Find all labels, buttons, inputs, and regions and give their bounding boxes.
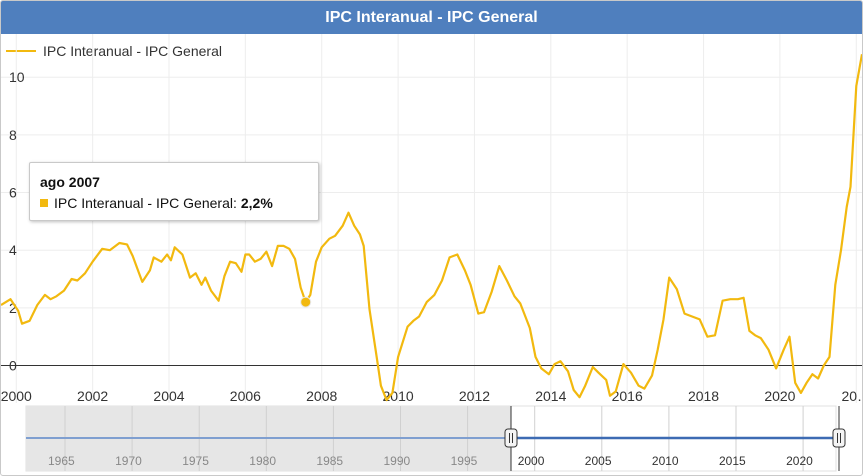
y-tick-label: 2 (9, 300, 17, 316)
x-axis-labels: 2000 2002 2004 2006 2008 2010 2012 2014 2016 2018… (1, 388, 862, 404)
navigator-tick-label: 1970 (115, 454, 142, 468)
legend-label: IPC Interanual - IPC General (43, 43, 222, 59)
x-tick-label: 2014 (535, 388, 566, 404)
y-tick-label: 10 (9, 69, 25, 85)
y-tick-label: 4 (9, 242, 17, 258)
x-tick-label: 2020 (764, 388, 795, 404)
x-tick-label: 2004 (153, 388, 184, 404)
navigator-right-handle[interactable] (832, 428, 846, 448)
navigator-tick-label: 1980 (249, 454, 276, 468)
x-tick-label: 2000 (1, 388, 32, 404)
legend-line-swatch (6, 50, 36, 52)
x-tick-label: 2002 (77, 388, 108, 404)
y-tick-label: 6 (9, 185, 17, 201)
x-tick-label: 2012 (459, 388, 490, 404)
x-tick-label: 2006 (230, 388, 261, 404)
navigator-tick-label: 2015 (719, 454, 746, 468)
x-tick-label: 2016 (612, 388, 643, 404)
chart-title: IPC Interanual - IPC General (1, 1, 862, 34)
series-line-ipc-general[interactable] (1, 54, 862, 402)
navigator-tick-label: 1995 (451, 454, 478, 468)
x-tick-label: 2008 (306, 388, 337, 404)
navigator-left-handle[interactable] (504, 428, 518, 448)
navigator-tick-label: 2020 (786, 454, 813, 468)
navigator-tick-label: 1985 (316, 454, 343, 468)
y-tick-label: 8 (9, 127, 17, 143)
navigator-tick-label: 1975 (182, 454, 209, 468)
navigator-tick-label: 2000 (518, 454, 545, 468)
tooltip-row: IPC Interanual - IPC General: 2,2% (40, 195, 273, 211)
navigator-tick-label: 1965 (48, 454, 75, 468)
navigator-labels: 1965 1970 1975 1980 1985 1990 1995 2000 2005 2010… (48, 454, 813, 468)
x-tick-label: 20… (841, 388, 862, 404)
navigator-tick-label: 2010 (652, 454, 679, 468)
navigator-tick-label: 1990 (384, 454, 411, 468)
tooltip-series-marker (40, 199, 48, 207)
tooltip-series-label: IPC Interanual - IPC General: (54, 195, 237, 211)
tooltip: ago 2007 IPC Interanual - IPC General: 2… (29, 162, 319, 221)
navigator-tick-label: 2005 (585, 454, 612, 468)
hover-point[interactable] (300, 296, 312, 308)
navigator[interactable]: 1965 1970 1975 1980 1985 1990 1995 2000 2005 2010… (25, 405, 846, 472)
tooltip-date: ago 2007 (40, 174, 100, 190)
x-tick-label: 2018 (688, 388, 719, 404)
x-tick-label: 2010 (383, 388, 414, 404)
legend-item[interactable]: IPC Interanual - IPC General (6, 41, 222, 61)
tooltip-value: 2,2% (240, 195, 273, 211)
